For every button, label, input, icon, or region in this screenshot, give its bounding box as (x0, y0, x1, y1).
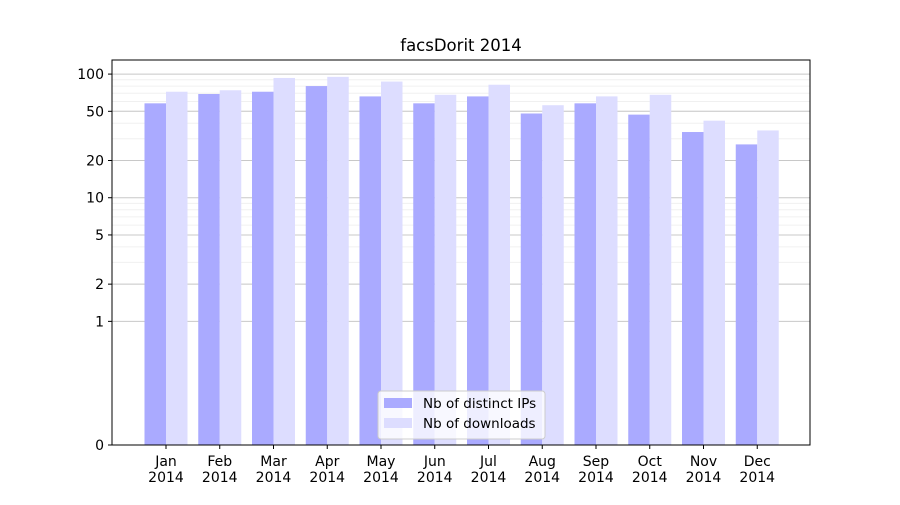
plot-frame (111, 59, 811, 446)
y-tick-label: 50 (86, 104, 104, 120)
x-tick-label: Jun (423, 454, 446, 470)
x-tick-label: 2014 (148, 470, 184, 486)
y-tick-label: 2 (95, 277, 104, 293)
bar-distinct-ips (628, 114, 650, 445)
x-tick-label: 2014 (256, 470, 292, 486)
x-tick-label: 2014 (739, 470, 775, 486)
x-tick-label: 2014 (686, 470, 722, 486)
x-tick-label: Feb (207, 454, 232, 470)
legend-label: Nb of downloads (423, 416, 536, 432)
bar-distinct-ips (359, 96, 381, 445)
bar-downloads (542, 105, 564, 445)
y-tick-label: 1 (95, 314, 104, 330)
x-tick-label: Jul (479, 454, 497, 470)
bar-distinct-ips (682, 132, 704, 446)
bar-downloads (166, 91, 188, 445)
x-tick-label: Oct (638, 454, 663, 470)
x-tick-label: 2014 (524, 470, 560, 486)
bar-distinct-ips (305, 86, 328, 446)
x-tick-label: Jan (154, 454, 177, 470)
legend-swatch (384, 418, 412, 428)
axes: 0125102050100Jan2014Feb2014Mar2014Apr201… (77, 67, 775, 486)
y-tick-label: 5 (95, 228, 104, 244)
legend-swatch (384, 398, 412, 408)
bar-distinct-ips (413, 103, 435, 445)
bar-downloads (381, 81, 403, 445)
x-tick-label: 2014 (578, 470, 614, 486)
y-tick-label: 20 (86, 154, 104, 170)
chart-title: facsDorit 2014 (400, 36, 521, 55)
bar-downloads (219, 90, 242, 445)
bar-downloads (434, 94, 457, 445)
x-tick-label: Dec (744, 454, 771, 470)
bar-downloads (703, 120, 725, 446)
y-tick-label: 0 (95, 438, 104, 454)
x-tick-label: 2014 (309, 470, 345, 486)
bar-downloads (327, 76, 349, 445)
bar-distinct-ips (467, 96, 489, 445)
bar-distinct-ips (735, 144, 758, 445)
x-tick-label: Aug (529, 454, 556, 470)
legend-box (377, 390, 546, 440)
x-tick-label: Apr (315, 454, 339, 470)
bar-downloads (596, 96, 618, 445)
x-tick-label: Mar (260, 454, 287, 470)
x-tick-label: Nov (690, 454, 717, 470)
bar-distinct-ips (520, 113, 543, 446)
bar-downloads (649, 94, 672, 445)
legend: Nb of distinct IPs Nb of downloads (377, 390, 546, 440)
x-tick-label: 2014 (632, 470, 668, 486)
bar-downloads (488, 84, 510, 445)
legend-label: Nb of distinct IPs (423, 396, 536, 412)
bar-distinct-ips (252, 91, 274, 445)
x-tick-label: 2014 (471, 470, 507, 486)
x-tick-label: 2014 (363, 470, 399, 486)
x-tick-label: 2014 (417, 470, 453, 486)
bar-distinct-ips (574, 103, 596, 445)
x-tick-label: May (367, 454, 396, 470)
y-tick-label: 100 (77, 67, 104, 83)
x-tick-label: Sep (583, 454, 610, 470)
bar-distinct-ips (198, 94, 220, 445)
bar-downloads (757, 130, 779, 445)
bar-distinct-ips (144, 103, 166, 445)
x-tick-label: 2014 (202, 470, 238, 486)
bar-downloads (273, 77, 295, 446)
bars (144, 76, 779, 446)
y-tick-label: 10 (86, 191, 104, 207)
